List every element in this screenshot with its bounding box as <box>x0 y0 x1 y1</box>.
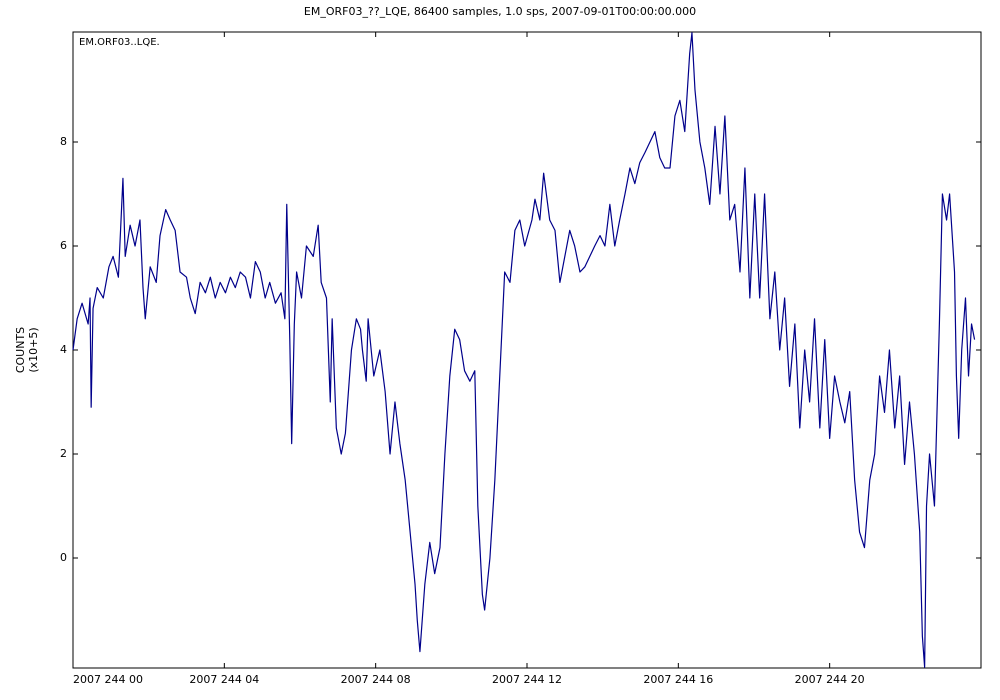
plot-frame <box>72 31 982 669</box>
x-tick-label: 2007 244 00 <box>73 673 143 686</box>
y-tick-label: 0 <box>60 551 67 564</box>
chart-title: EM_ORF03_??_LQE, 86400 samples, 1.0 sps,… <box>304 5 696 18</box>
trace-label: EM.ORF03..LQE. <box>79 37 160 48</box>
x-tick-label: 2007 244 16 <box>643 673 713 686</box>
y-axis-label: COUNTS <box>14 327 27 373</box>
x-tick-label: 2007 244 20 <box>795 673 865 686</box>
waveform-line <box>72 32 976 668</box>
y-tick-label: 8 <box>60 135 67 148</box>
x-tick-label: 2007 244 04 <box>189 673 259 686</box>
y-tick-label: 2 <box>60 447 67 460</box>
x-tick-label: 2007 244 08 <box>341 673 411 686</box>
y-axis-unit: (x10+5) <box>27 327 40 372</box>
x-tick-label: 2007 244 12 <box>492 673 562 686</box>
y-tick-label: 4 <box>60 343 67 356</box>
y-tick-label: 6 <box>60 239 67 252</box>
